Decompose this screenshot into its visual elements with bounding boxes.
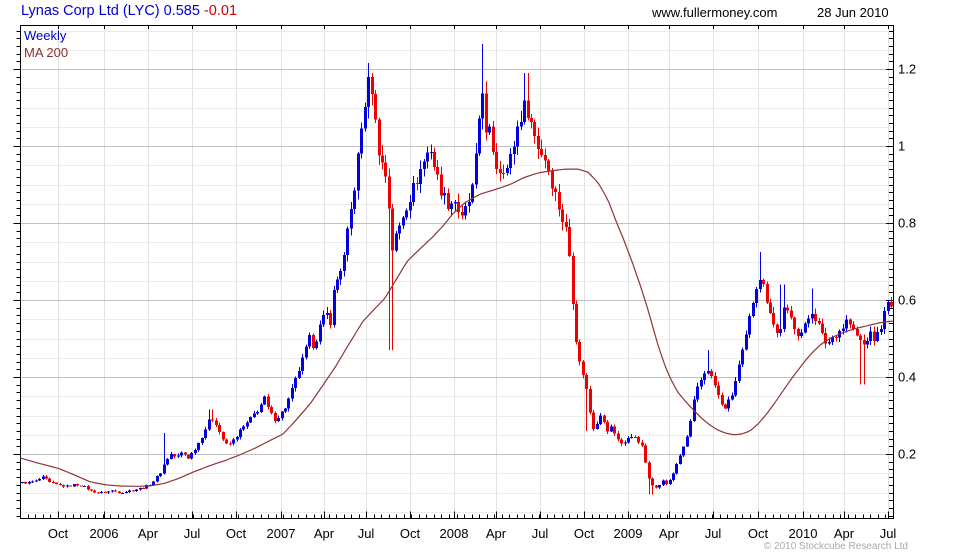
copyright-notice: © 2010 Stockcube Research Ltd [763, 541, 908, 552]
y-axis-label: 0.6 [898, 293, 916, 308]
x-axis-label: Jul [184, 526, 201, 541]
x-axis-label: 2010 [789, 526, 818, 541]
ma-line [19, 168, 894, 487]
x-axis-label: 2007 [267, 526, 296, 541]
y-axis-label: 0.2 [898, 447, 916, 462]
axis-labels: 0.2 0.4 0.6 0.8 1 1.2 Oct 2006 Apr Jul Oct 2007 Apr J… [48, 62, 916, 541]
x-axis-label: Oct [748, 526, 769, 541]
x-axis-label: Jul [358, 526, 375, 541]
grid-layer [20, 25, 893, 518]
x-axis-label: Apr [659, 526, 680, 541]
x-axis-label: Jul [705, 526, 722, 541]
x-axis-label: Apr [138, 526, 159, 541]
x-axis-label: Oct [400, 526, 421, 541]
x-axis-label: Jul [880, 526, 897, 541]
legend-ma-label: MA 200 [24, 45, 69, 60]
x-axis-label: Apr [314, 526, 335, 541]
y-axis-label: 0.4 [898, 370, 916, 385]
x-axis-label: Oct [48, 526, 69, 541]
x-axis-label: Oct [574, 526, 595, 541]
x-axis-label: Oct [226, 526, 247, 541]
instrument-title: Lynas Corp Ltd (LYC) 0.585 -0.01 [21, 3, 237, 19]
x-axis-label: Apr [834, 526, 855, 541]
legend-series-label: Weekly [24, 28, 67, 43]
y-axis-label: 1 [898, 139, 905, 154]
y-axis-label: 0.8 [898, 216, 916, 231]
price-change: -0.01 [203, 3, 238, 19]
site-link[interactable]: www.fullermoney.com [652, 5, 778, 20]
y-axis-label: 1.2 [898, 62, 916, 77]
candles-layer [21, 43, 893, 495]
tick-layer [13, 25, 894, 519]
x-axis-label: 2008 [440, 526, 469, 541]
x-axis-label: 2009 [614, 526, 643, 541]
chart-date: 28 Jun 2010 [817, 5, 889, 20]
ma200-path [19, 168, 894, 487]
instrument-name-price: Lynas Corp Ltd (LYC) 0.585 [21, 3, 204, 19]
plot-border [20, 25, 894, 519]
x-axis-label: Jul [532, 526, 549, 541]
x-axis-label: 2006 [90, 526, 119, 541]
x-axis-label: Apr [486, 526, 507, 541]
